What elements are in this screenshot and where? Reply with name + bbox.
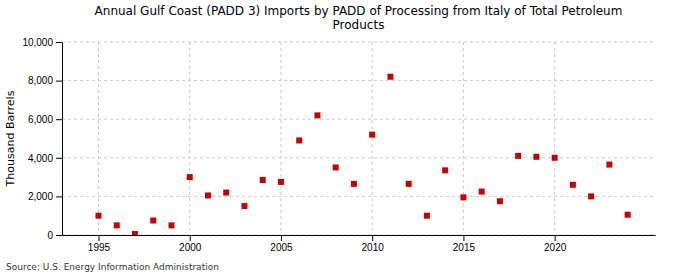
tick-label: 0 <box>47 230 53 241</box>
point <box>570 182 576 188</box>
point <box>278 179 284 185</box>
point <box>442 167 448 173</box>
tick: 2015 <box>453 235 476 253</box>
tick-label: 2005 <box>270 242 293 253</box>
tick-label: 2015 <box>453 242 476 253</box>
tick: 8,000 <box>28 75 62 86</box>
chart: 1995 2000 2005 2010 2015 2020 0 2,000 4,000 6,000… <box>0 0 675 275</box>
grid-line <box>62 119 655 120</box>
point <box>479 189 485 195</box>
point <box>150 218 156 224</box>
tick-label: 4,000 <box>28 153 53 164</box>
grid <box>62 42 655 235</box>
grid-line <box>554 42 555 235</box>
grid-line <box>62 235 655 236</box>
point <box>406 181 412 187</box>
tick: 2000 <box>179 235 202 253</box>
tick-label: 6,000 <box>28 114 53 125</box>
grid-line <box>280 42 281 235</box>
point <box>187 174 193 180</box>
tick-label: 10,000 <box>22 37 53 48</box>
tick: 10,000 <box>22 37 62 48</box>
tick-mark <box>56 158 62 159</box>
point <box>241 203 247 209</box>
tick: 2010 <box>362 235 385 253</box>
point <box>387 74 393 80</box>
tick: 2,000 <box>28 191 62 202</box>
title-line: Annual Gulf Coast (PADD 3) Imports by PA… <box>95 4 623 18</box>
point <box>333 164 339 170</box>
point <box>314 112 320 118</box>
source-note: Source: U.S. Energy Information Administ… <box>6 262 219 272</box>
tick-mark <box>281 235 282 241</box>
tick-label: 1995 <box>88 242 111 253</box>
grid-line <box>189 42 190 235</box>
point <box>625 212 631 218</box>
grid-line <box>98 42 99 235</box>
point <box>296 137 302 143</box>
grid-line <box>62 80 655 81</box>
tick-label: 2,000 <box>28 191 53 202</box>
tick: 0 <box>47 230 62 241</box>
tick: 2020 <box>544 235 567 253</box>
x-axis: 1995 2000 2005 2010 2015 2020 <box>63 235 656 253</box>
tick-mark <box>555 235 556 241</box>
y-axis-title: Thousand Barrels <box>4 90 17 187</box>
tick-mark <box>56 196 62 197</box>
tick-mark <box>56 235 62 236</box>
tick: 4,000 <box>28 153 62 164</box>
tick-mark <box>56 81 62 82</box>
point <box>497 198 503 204</box>
grid-line <box>62 42 655 43</box>
grid-line <box>463 42 464 235</box>
plot: 1995 2000 2005 2010 2015 2020 0 2,000 4,000 6,000… <box>22 37 655 253</box>
point <box>533 154 539 160</box>
grid-line <box>372 42 373 235</box>
point <box>552 155 558 161</box>
tick-mark <box>463 235 464 241</box>
tick-mark <box>372 235 373 241</box>
tick-label: 2010 <box>362 242 385 253</box>
point <box>351 181 357 187</box>
axis-line <box>63 235 656 236</box>
tick-mark <box>190 235 191 241</box>
tick-label: 8,000 <box>28 75 53 86</box>
tick: 6,000 <box>28 114 62 125</box>
point <box>168 222 174 228</box>
point <box>460 194 466 200</box>
grid-line <box>62 196 655 197</box>
y-axis: 0 2,000 4,000 6,000 8,000 10,000 <box>22 37 62 241</box>
axis-line <box>62 43 63 236</box>
tick-mark <box>56 119 62 120</box>
tick: 1995 <box>88 235 111 253</box>
point <box>95 213 101 219</box>
point <box>114 222 120 228</box>
tick-mark <box>98 235 99 241</box>
point <box>369 132 375 138</box>
point <box>606 162 612 168</box>
point <box>205 192 211 198</box>
title: Annual Gulf Coast (PADD 3) Imports by PA… <box>95 4 623 32</box>
point <box>588 193 594 199</box>
tick-label: 2020 <box>544 242 567 253</box>
tick: 2005 <box>270 235 293 253</box>
point <box>260 177 266 183</box>
grid-line <box>62 157 655 158</box>
point <box>424 213 430 219</box>
point <box>132 231 138 235</box>
point <box>515 153 521 159</box>
tick-mark <box>56 42 62 43</box>
points <box>95 74 630 235</box>
point <box>223 190 229 196</box>
tick-label: 2000 <box>179 242 202 253</box>
title-line: Products <box>333 18 385 32</box>
